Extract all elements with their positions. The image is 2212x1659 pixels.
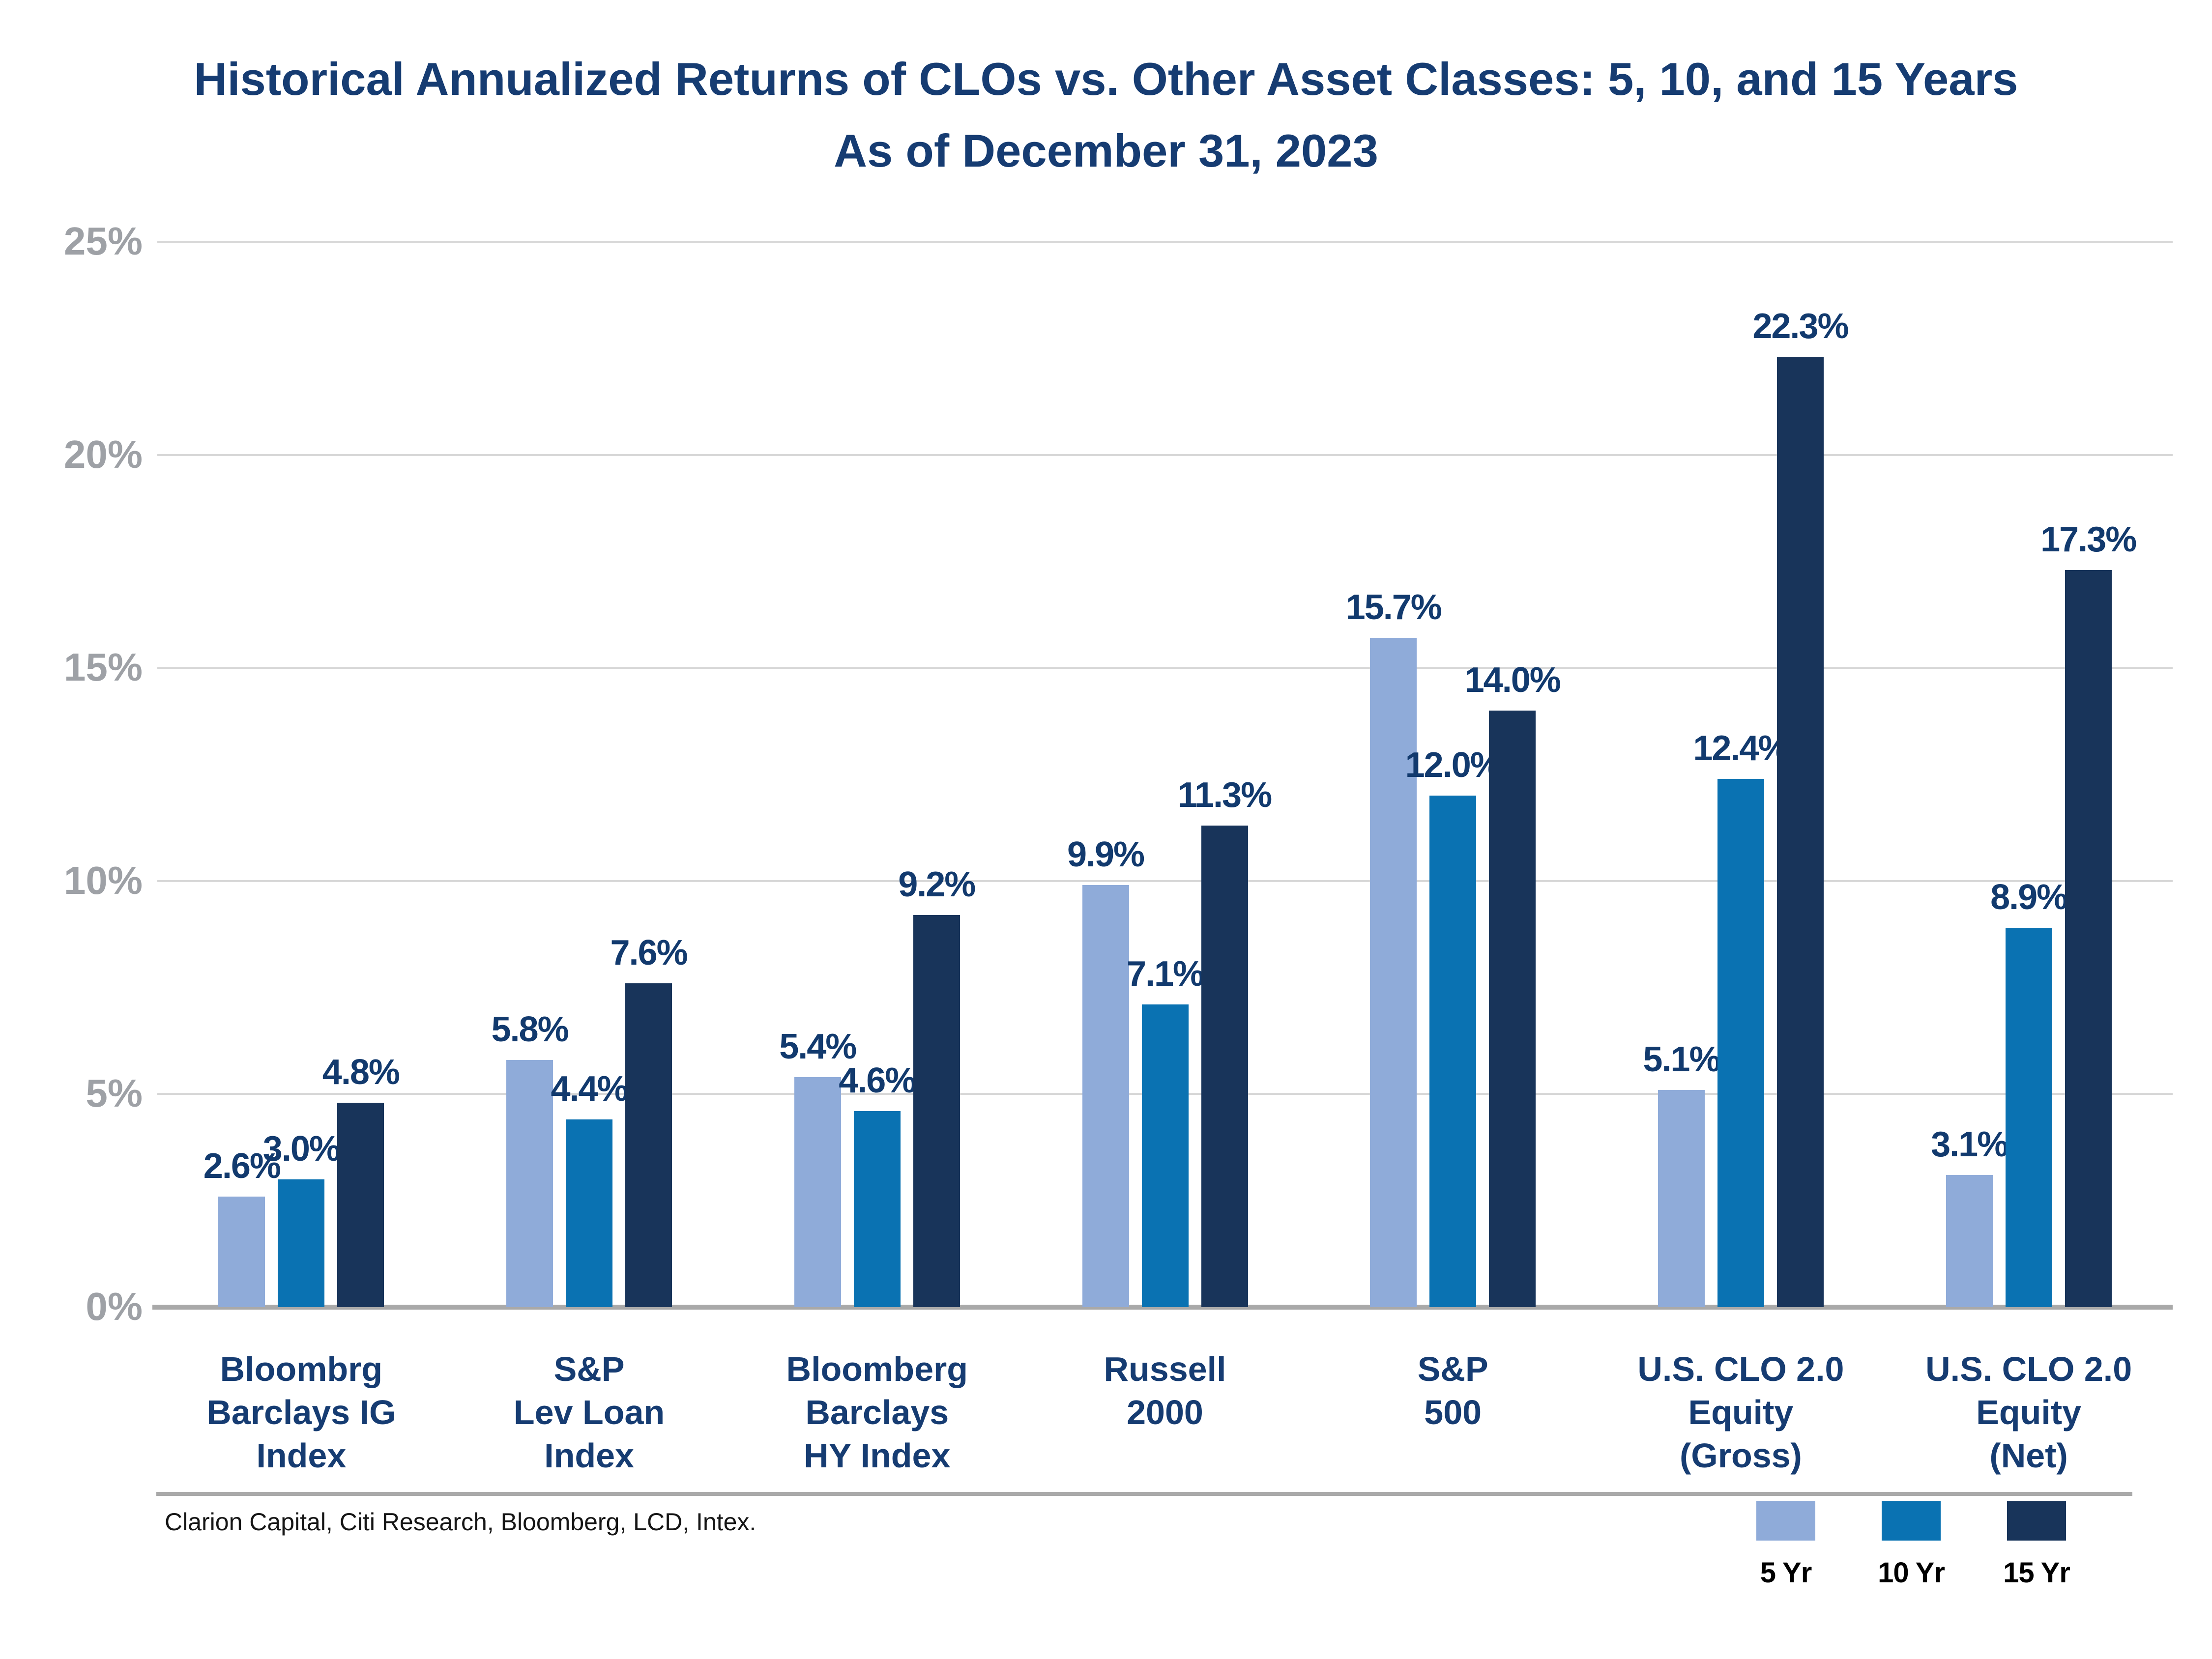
bar-15yr (1489, 710, 1536, 1307)
x-axis-category-label: Russell 2000 (1104, 1350, 1226, 1431)
chart-title-line1: Historical Annualized Returns of CLOs vs… (194, 53, 2018, 105)
bar-5yr (1082, 885, 1129, 1307)
bar-10yr (1141, 1004, 1189, 1307)
y-axis-tick-label: 0% (86, 1285, 143, 1328)
bar-5yr (794, 1077, 841, 1307)
legend-label-10yr: 10 Yr (1878, 1557, 1945, 1589)
x-axis-category-label: S&P 500 (1417, 1350, 1488, 1431)
y-axis-tick-label: 10% (63, 858, 143, 902)
x-axis-category-label: Bloombrg Barclays IG Index (206, 1350, 396, 1475)
legend-item-10yr: 10 Yr (1878, 1501, 1945, 1589)
bar-10yr (1429, 796, 1477, 1307)
bar-5yr (1658, 1089, 1705, 1307)
bar-5yr (1946, 1175, 1993, 1307)
legend-item-15yr: 15 Yr (2003, 1501, 2070, 1589)
bar-15yr (1201, 826, 1248, 1307)
legend-item-5yr: 5 Yr (1756, 1501, 1815, 1589)
x-axis-category-label: U.S. CLO 2.0 Equity (Gross) (1637, 1350, 1844, 1475)
bar-value-label: 5.4% (779, 1027, 857, 1066)
bar-value-label: 5.1% (1643, 1039, 1720, 1079)
bar-value-label: 4.8% (322, 1052, 400, 1092)
chart-title-line2: As of December 31, 2023 (834, 125, 1378, 176)
bar-5yr (218, 1196, 265, 1307)
footer-separator-line (156, 1492, 2132, 1496)
bar-15yr (1776, 357, 1824, 1307)
bar-value-label: 15.7% (1345, 588, 1442, 628)
bar-10yr (853, 1111, 901, 1307)
bar-value-label: 17.3% (2040, 519, 2137, 559)
bar-10yr (1717, 778, 1764, 1307)
y-axis-tick-label: 15% (63, 645, 143, 689)
bar-15yr (337, 1102, 384, 1307)
legend-label-15yr: 15 Yr (2003, 1557, 2070, 1589)
gridline-10% (157, 880, 2173, 882)
bar-10yr (2005, 928, 2052, 1307)
chart-title: Historical Annualized Returns of CLOs vs… (0, 43, 2212, 187)
legend-swatch-10yr (1882, 1501, 1941, 1541)
bar-10yr (278, 1179, 325, 1307)
y-axis-tick-label: 5% (86, 1071, 143, 1116)
gridline-20% (157, 454, 2173, 456)
bar-value-label: 2.6% (203, 1146, 281, 1186)
bar-value-label: 12.0% (1405, 745, 1502, 785)
bar-15yr (2065, 570, 2112, 1307)
bar-10yr (566, 1119, 613, 1307)
y-axis-tick-label: 20% (63, 432, 143, 476)
bar-15yr (625, 983, 672, 1307)
bar-value-label: 7.6% (610, 933, 688, 973)
bar-value-label: 9.9% (1067, 835, 1145, 875)
bar-value-label: 3.1% (1931, 1125, 2008, 1165)
x-axis-category-label: S&P Lev Loan Index (513, 1350, 665, 1475)
bar-value-label: 3.0% (262, 1129, 341, 1169)
y-axis-tick-label: 25% (63, 219, 143, 263)
gridline-15% (157, 667, 2173, 669)
bar-value-label: 12.4% (1693, 728, 1789, 768)
bar-5yr (1370, 638, 1417, 1307)
chart-legend: 5 Yr 10 Yr 15 Yr (1756, 1501, 2070, 1589)
x-axis-baseline (152, 1305, 2173, 1310)
x-axis-category-label: U.S. CLO 2.0 Equity (Net) (1925, 1350, 2132, 1475)
bar-15yr (913, 915, 960, 1307)
source-note: Clarion Capital, Citi Research, Bloomber… (165, 1508, 757, 1536)
bar-value-label: 22.3% (1752, 307, 1849, 346)
bar-value-label: 7.1% (1126, 954, 1204, 994)
bar-value-label: 8.9% (1990, 878, 2068, 917)
bar-value-label: 4.4% (551, 1069, 629, 1109)
bar-value-label: 11.3% (1177, 775, 1272, 815)
legend-label-5yr: 5 Yr (1760, 1557, 1812, 1589)
legend-swatch-5yr (1756, 1501, 1815, 1541)
x-axis-category-label: Bloomberg Barclays HY Index (786, 1350, 968, 1475)
bar-value-label: 9.2% (898, 865, 976, 905)
bar-value-label: 14.0% (1464, 660, 1561, 700)
bar-value-label: 4.6% (839, 1061, 916, 1101)
legend-swatch-15yr (2007, 1501, 2066, 1541)
gridline-25% (157, 241, 2173, 243)
bar-value-label: 5.8% (491, 1010, 569, 1050)
bar-5yr (506, 1060, 553, 1307)
